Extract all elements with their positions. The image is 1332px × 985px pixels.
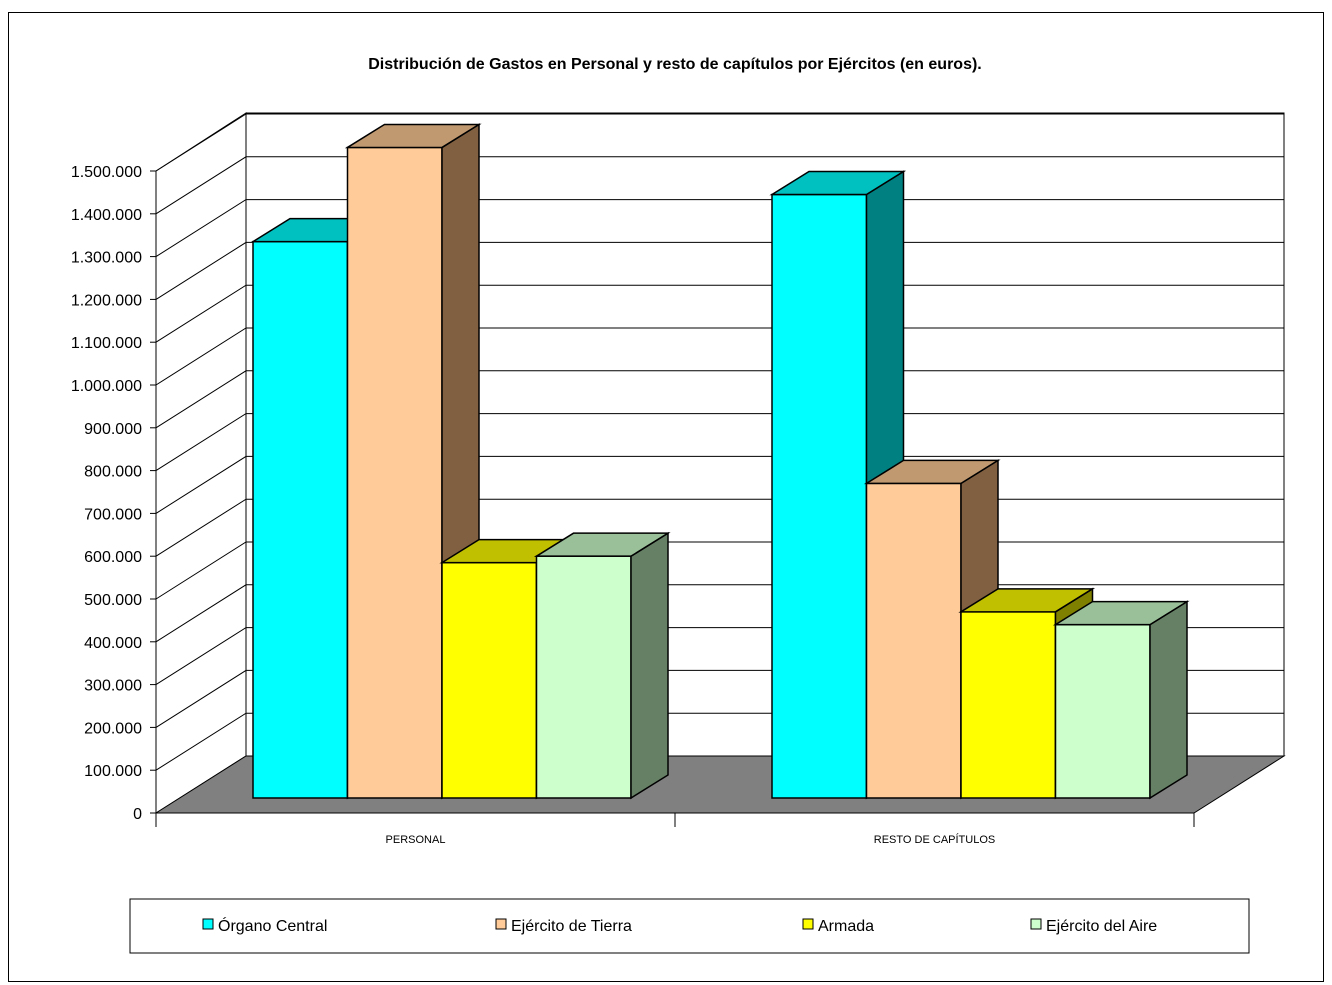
- x-tick-label: PERSONAL: [386, 834, 446, 846]
- y-tick-label: 1.200.000: [71, 292, 142, 309]
- gridline: [155, 413, 1284, 472]
- bar-front: [771, 193, 868, 799]
- y-tick-label: 900.000: [84, 421, 142, 438]
- legend-label: Ejército de Tierra: [511, 918, 632, 935]
- bar: [1052, 600, 1190, 800]
- y-tick-label: 500.000: [84, 592, 142, 609]
- bar-front: [535, 555, 632, 799]
- bar-top: [958, 588, 1096, 613]
- y-tick-label: 600.000: [84, 549, 142, 566]
- bar-front: [441, 561, 538, 799]
- bar-front: [960, 611, 1057, 799]
- y-tick-label: 400.000: [84, 635, 142, 652]
- legend-label: Armada: [818, 918, 874, 935]
- side-wall: [155, 112, 247, 814]
- bar-side: [630, 531, 669, 800]
- bar-front: [1054, 623, 1151, 799]
- gridline: [155, 327, 1284, 386]
- x-tick-label: RESTO DE CAPÍTULOS: [874, 833, 995, 846]
- bar-front: [252, 240, 349, 799]
- y-tick-label: 1.300.000: [71, 250, 142, 267]
- legend-swatch: [202, 918, 214, 930]
- y-tick-label: 1.400.000: [71, 207, 142, 224]
- y-tick-label: 1.500.000: [71, 164, 142, 181]
- bar-top: [533, 532, 671, 557]
- gridline: [155, 370, 1284, 429]
- gridline: [155, 284, 1284, 343]
- bar: [533, 531, 671, 800]
- y-tick-label: 200.000: [84, 720, 142, 737]
- y-tick-label: 1.000.000: [71, 378, 142, 395]
- bar-front: [865, 482, 962, 799]
- y-tick-label: 0: [133, 806, 142, 823]
- chart-svg: Distribución de Gastos en Personal y res…: [71, 56, 1286, 954]
- legend-swatch: [495, 918, 507, 930]
- legend-label: Órgano Central: [218, 916, 327, 935]
- y-axis-ticks: 0 100.000 200.000 300.000 400.000 500.000 600.…: [71, 164, 157, 823]
- x-axis: PERSONAL RESTO DE CAPÍTULOS: [155, 812, 1195, 846]
- gridline: [155, 113, 1284, 172]
- gridline: [155, 156, 1284, 215]
- chart-frame: Distribución de Gastos en Personal y res…: [8, 12, 1324, 982]
- gridline: [155, 199, 1284, 258]
- bar-front: [346, 146, 443, 799]
- bar-top: [769, 170, 907, 196]
- legend: Órgano Central Ejército de Tierra Armada Ej…: [129, 898, 1250, 954]
- bar-top: [344, 123, 482, 149]
- bar-top: [1052, 600, 1190, 626]
- y-tick-label: 800.000: [84, 464, 142, 481]
- bars: [250, 123, 1190, 800]
- legend-swatch: [802, 918, 814, 930]
- y-tick-label: 100.000: [84, 763, 142, 780]
- gridline: [155, 455, 1284, 514]
- bar-top: [863, 459, 1001, 485]
- chart-title: Distribución de Gastos en Personal y res…: [368, 56, 981, 73]
- y-tick-label: 300.000: [84, 678, 142, 695]
- gridline: [155, 241, 1284, 300]
- y-tick-label: 700.000: [84, 506, 142, 523]
- y-tick-label: 1.100.000: [71, 335, 142, 352]
- legend-label: Ejército del Aire: [1046, 918, 1157, 935]
- legend-box: [129, 898, 1250, 954]
- legend-swatch: [1030, 918, 1042, 930]
- bar-side: [1149, 600, 1188, 800]
